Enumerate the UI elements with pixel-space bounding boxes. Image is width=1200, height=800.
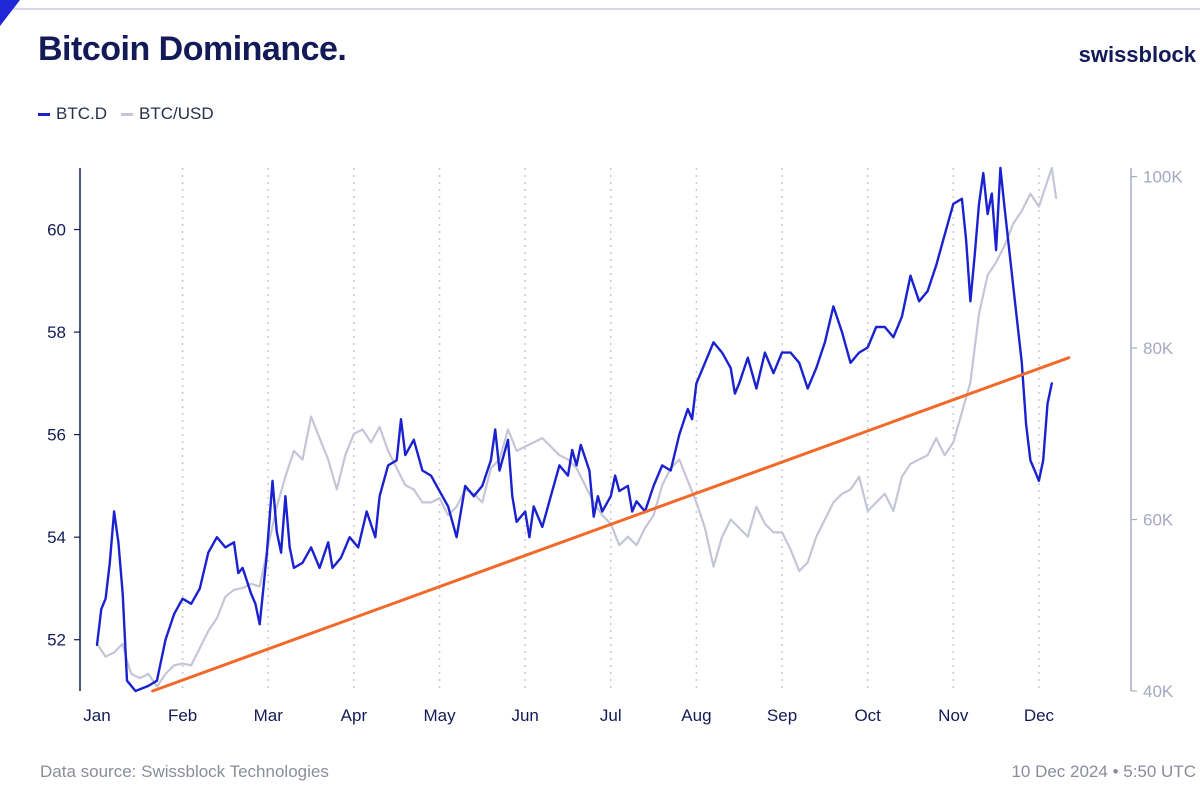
left-tick-label: 52: [47, 631, 66, 650]
legend-label-btc-d: BTC.D: [56, 104, 107, 123]
series-line-btc-d: [95, 166, 1053, 693]
top-rule: [0, 8, 1200, 10]
x-tick-label-jan: Jan: [83, 706, 110, 725]
x-tick-label-jun: Jun: [511, 706, 538, 725]
x-tick-label-apr: Apr: [341, 706, 368, 725]
x-tick-label-aug: Aug: [681, 706, 711, 725]
trendline: [151, 356, 1071, 693]
x-tick-label-may: May: [423, 706, 456, 725]
timestamp: 10 Dec 2024 • 5:50 UTC: [1011, 762, 1196, 781]
left-tick-label: 58: [47, 323, 66, 342]
chart-title: Bitcoin Dominance.: [38, 30, 347, 68]
x-tick-label-feb: Feb: [168, 706, 197, 725]
x-tick-label-sep: Sep: [767, 706, 797, 725]
left-tick-label: 60: [47, 221, 66, 240]
legend-label-btc-usd: BTC/USD: [139, 104, 214, 123]
x-tick-label-dec: Dec: [1024, 706, 1055, 725]
right-tick-label: 80K: [1143, 339, 1174, 358]
x-tick-label-mar: Mar: [254, 706, 284, 725]
legend-swatch-btc-d: [38, 112, 50, 116]
left-tick-label: 54: [47, 528, 66, 547]
corner-mark: [0, 0, 20, 26]
right-tick-label: 40K: [1143, 682, 1174, 701]
left-tick-label: 56: [47, 426, 66, 445]
legend-item-btc-usd: BTC/USD: [121, 104, 214, 124]
x-tick-label-oct: Oct: [854, 706, 881, 725]
x-tick-label-nov: Nov: [938, 706, 969, 725]
series-line-btc-usd: [95, 166, 1058, 688]
legend: BTC.D BTC/USD: [38, 104, 214, 124]
swissblock-logo: swissblock: [1078, 42, 1196, 67]
right-tick-label: 100K: [1143, 168, 1183, 187]
data-source: Data source: Swissblock Technologies: [40, 762, 329, 781]
legend-item-btc-d: BTC.D: [38, 104, 107, 124]
legend-swatch-btc-usd: [121, 112, 133, 116]
x-tick-label-jul: Jul: [600, 706, 622, 725]
right-tick-label: 60K: [1143, 511, 1174, 530]
